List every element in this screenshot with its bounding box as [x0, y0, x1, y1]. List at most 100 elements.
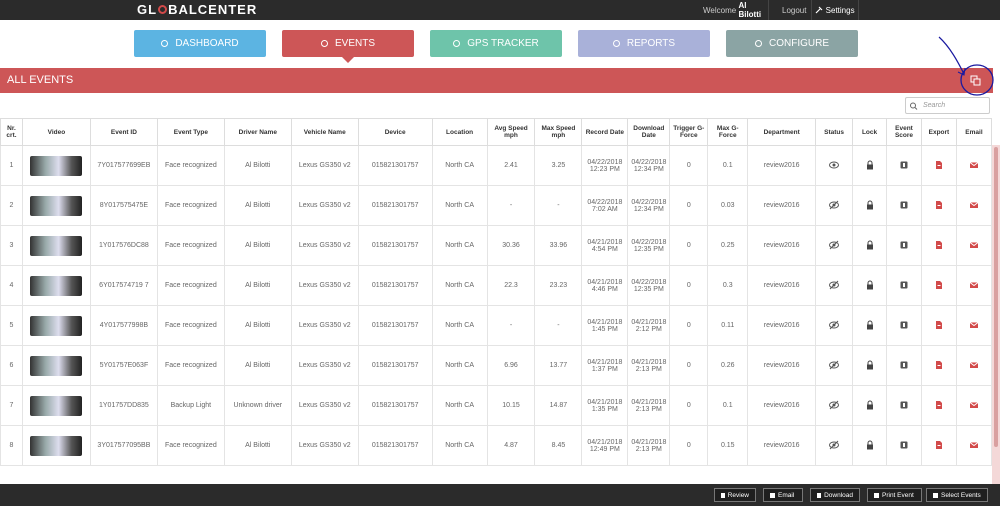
lock-icon[interactable] — [865, 360, 875, 370]
cell-max-speed: - — [534, 185, 583, 226]
lock-icon[interactable] — [865, 440, 875, 450]
video-thumbnail[interactable] — [30, 395, 83, 416]
nav-button[interactable]: EVENTS — [282, 30, 414, 57]
date-cell: 04/22/2018 12:34 PM — [627, 185, 671, 226]
video-thumbnail[interactable] — [30, 195, 83, 216]
footer-button[interactable]: Email — [763, 488, 803, 502]
export-icon[interactable] — [934, 320, 944, 330]
cell-nr: 1 — [0, 145, 23, 186]
status-icon[interactable] — [829, 440, 840, 450]
email-icon[interactable] — [969, 240, 979, 250]
email-icon[interactable] — [969, 160, 979, 170]
export-icon[interactable] — [934, 400, 944, 410]
icon-cell — [886, 185, 922, 226]
table-row[interactable]: 6 5Y01757E063F Face recognized Al Bilotti Le… — [0, 345, 992, 386]
column-header: Max Speed mph — [534, 118, 583, 146]
score-icon[interactable] — [899, 320, 909, 330]
cell-trigger-g: 0 — [669, 345, 709, 386]
footer-button[interactable]: Print Event — [867, 488, 922, 502]
video-thumbnail[interactable] — [30, 275, 83, 296]
email-icon[interactable] — [969, 320, 979, 330]
settings-link[interactable]: Settings — [811, 0, 859, 20]
footer-bar: Review Email Download Print Event Select Eve… — [0, 484, 1000, 506]
lock-icon[interactable] — [865, 240, 875, 250]
logout-link[interactable]: Logout — [782, 6, 807, 15]
email-icon[interactable] — [969, 360, 979, 370]
search-box[interactable]: Search — [905, 97, 990, 114]
footer-button[interactable]: Review — [714, 488, 756, 502]
cell-max-speed: 13.77 — [534, 345, 583, 386]
scroll-thumb[interactable] — [994, 147, 998, 447]
email-icon[interactable] — [969, 280, 979, 290]
email-icon[interactable] — [969, 440, 979, 450]
score-icon[interactable] — [899, 160, 909, 170]
table-row[interactable]: 4 6Y017574719 7 Face recognized Al Bilotti L… — [0, 265, 992, 306]
score-icon[interactable] — [899, 440, 909, 450]
status-icon[interactable] — [829, 280, 840, 290]
cell-vehicle: Lexus GS350 v2 — [290, 145, 359, 186]
video-thumbnail[interactable] — [30, 355, 83, 376]
scrollbar[interactable] — [992, 145, 1000, 484]
table-row[interactable]: 5 4Y017577998B Face recognized Al Bilotti Le… — [0, 305, 992, 346]
cell-driver: Al Bilotti — [223, 425, 292, 466]
table-row[interactable]: 8 3Y017577095BB Face recognized Al Bilotti L… — [0, 425, 992, 466]
lock-icon[interactable] — [865, 400, 875, 410]
status-icon[interactable] — [829, 160, 840, 170]
popout-icon[interactable] — [970, 75, 981, 86]
video-thumbnail[interactable] — [30, 315, 83, 336]
footer-button[interactable]: Select Events — [926, 488, 988, 502]
cell-trigger-g: 0 — [669, 185, 709, 226]
export-icon[interactable] — [934, 200, 944, 210]
score-icon[interactable] — [899, 200, 909, 210]
table-row[interactable]: 2 8Y017575475E Face recognized Al Bilotti Le… — [0, 185, 992, 226]
icon-cell — [886, 385, 922, 426]
table-row[interactable]: 7 1Y01757DD835 Backup Light Unknown driver L… — [0, 385, 992, 426]
nav-button[interactable]: DASHBOARD — [134, 30, 266, 57]
icon-cell — [955, 425, 992, 466]
cell-vehicle: Lexus GS350 v2 — [290, 225, 359, 266]
score-icon[interactable] — [899, 240, 909, 250]
icon-cell — [852, 185, 888, 226]
video-thumbnail[interactable] — [30, 155, 83, 176]
icon-cell — [815, 265, 854, 306]
column-header: Video — [21, 118, 91, 146]
logo[interactable]: GL BAL CENTER — [137, 2, 257, 17]
lock-icon[interactable] — [865, 320, 875, 330]
export-icon[interactable] — [934, 240, 944, 250]
status-icon[interactable] — [829, 200, 840, 210]
table-row[interactable]: 3 1Y017576DC88 Face recognized Al Bilotti Le… — [0, 225, 992, 266]
export-icon[interactable] — [934, 160, 944, 170]
export-icon[interactable] — [934, 440, 944, 450]
cell-avg-speed: 4.87 — [486, 425, 536, 466]
status-icon[interactable] — [829, 400, 840, 410]
footer-icon — [770, 492, 775, 498]
cell-department: review2016 — [747, 385, 817, 426]
nav-button[interactable]: CONFIGURE — [726, 30, 858, 57]
cell-max-speed: 33.96 — [534, 225, 583, 266]
footer-button[interactable]: Download — [810, 488, 860, 502]
status-icon[interactable] — [829, 240, 840, 250]
nav-button[interactable]: REPORTS — [578, 30, 710, 57]
video-thumbnail[interactable] — [30, 435, 83, 456]
email-icon[interactable] — [969, 400, 979, 410]
lock-icon[interactable] — [865, 160, 875, 170]
export-icon[interactable] — [934, 360, 944, 370]
score-icon[interactable] — [899, 360, 909, 370]
status-icon[interactable] — [829, 320, 840, 330]
lock-icon[interactable] — [865, 200, 875, 210]
events-table: Nr. crt. Video Event ID Event Type Driver Na… — [0, 118, 992, 466]
date-part: 04/22/2018 — [587, 198, 623, 206]
email-icon[interactable] — [969, 200, 979, 210]
date-part: 04/21/2018 — [631, 358, 667, 366]
nav-button[interactable]: GPS TRACKER — [430, 30, 562, 57]
score-icon[interactable] — [899, 400, 909, 410]
export-icon[interactable] — [934, 280, 944, 290]
status-icon[interactable] — [829, 360, 840, 370]
lock-icon[interactable] — [865, 280, 875, 290]
top-bar: GL BAL CENTER Welcome Al Bilotti Logout Se… — [0, 0, 1000, 20]
video-cell — [21, 145, 91, 186]
date-part: 1:35 PM — [591, 405, 618, 413]
video-thumbnail[interactable] — [30, 235, 83, 256]
score-icon[interactable] — [899, 280, 909, 290]
table-row[interactable]: 1 7Y017577699EB Face recognized Al Bilotti L… — [0, 145, 992, 186]
